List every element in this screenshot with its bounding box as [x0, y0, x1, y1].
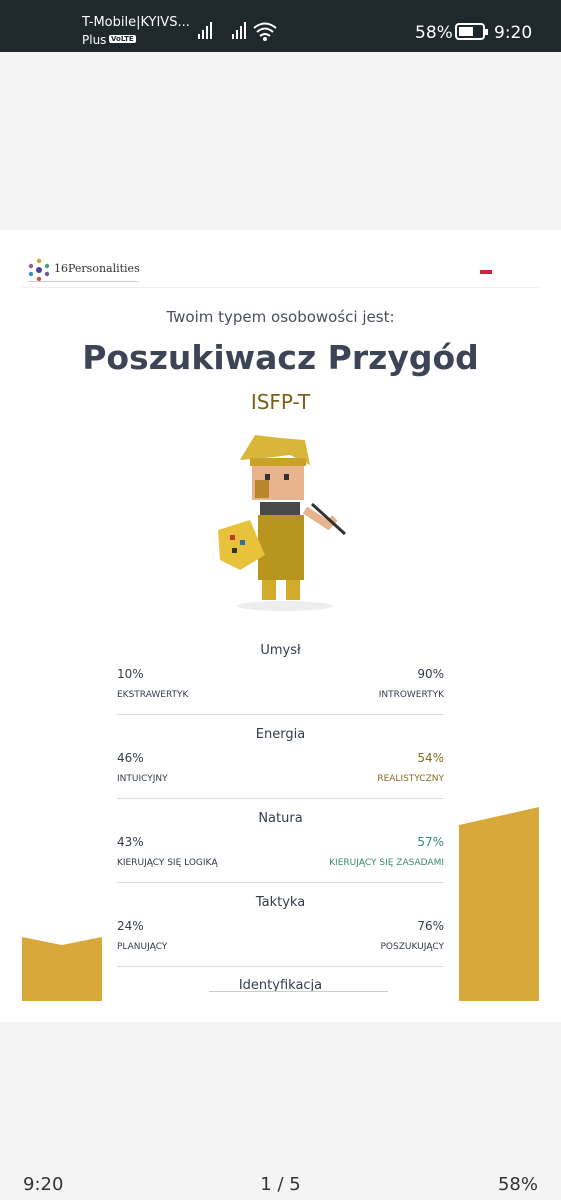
- logo-icon: [28, 258, 50, 282]
- left-label: KIERUJĄCY SIĘ LOGIKĄ: [117, 858, 218, 868]
- signal-icons: [198, 22, 277, 41]
- trait-title: Energia: [255, 727, 306, 742]
- volte-badge: VoLTE: [109, 35, 136, 43]
- right-label: INTROWERTYK: [378, 690, 444, 700]
- battery-percent: 58%: [415, 23, 453, 43]
- left-value: 10%: [117, 667, 144, 681]
- right-value: 76%: [417, 919, 444, 933]
- left-decoration: [22, 937, 102, 1001]
- right-value: 57%: [417, 835, 444, 849]
- right-label: REALISTYCZNY: [377, 774, 444, 784]
- trait-divider: [117, 882, 444, 883]
- right-decoration: [459, 807, 539, 1001]
- right-label: KIERUJĄCY SIĘ ZASADAMI: [329, 858, 444, 868]
- trait-title: Natura: [258, 811, 303, 826]
- next-section-line: [209, 991, 388, 992]
- page-indicator: 1 / 5: [260, 1174, 301, 1195]
- trait-divider: [117, 798, 444, 799]
- left-value: 43%: [117, 835, 144, 849]
- trait-divider: [117, 714, 444, 715]
- trait-title: Umysł: [260, 643, 301, 658]
- flag-pl[interactable]: [480, 266, 492, 274]
- right-label: POSZUKUJĄCY: [380, 942, 444, 952]
- status-bar: T-Mobile|KYIVS... Plus VoLTE 58% 9:20: [0, 0, 561, 52]
- left-value: 24%: [117, 919, 144, 933]
- intro: Twoim typem osobowości jest:: [166, 308, 395, 326]
- header-divider: [22, 287, 539, 288]
- next-section-title: Identyfikacja: [238, 978, 323, 993]
- left-value: 46%: [117, 751, 144, 765]
- right-value: 54%: [417, 751, 444, 765]
- left-label: INTUICYJNY: [117, 774, 168, 784]
- type-code: ISFP-T: [250, 390, 311, 414]
- logo-number: 16: [54, 262, 68, 275]
- left-label: PLANUJĄCY: [117, 942, 168, 952]
- footer-battery: 58%: [497, 1174, 538, 1195]
- type-name: Poszukiwacz Przygód: [82, 338, 479, 377]
- footer-time: 9:20: [23, 1174, 64, 1195]
- battery-icon: [455, 23, 488, 40]
- trait-divider: [117, 966, 444, 967]
- trait-title: Taktyka: [255, 895, 306, 910]
- carrier-line2: Plus: [82, 33, 107, 47]
- clock: 9:20: [494, 23, 533, 43]
- logo: 16Personalities: [54, 262, 140, 275]
- left-label: EKSTRAWERTYK: [117, 690, 189, 700]
- character-illustration: [218, 435, 347, 611]
- logo-text: Personalities: [68, 262, 140, 275]
- carrier: T-Mobile|KYIVS...: [82, 15, 190, 30]
- logo-underline: [28, 281, 138, 282]
- right-value: 90%: [417, 667, 444, 681]
